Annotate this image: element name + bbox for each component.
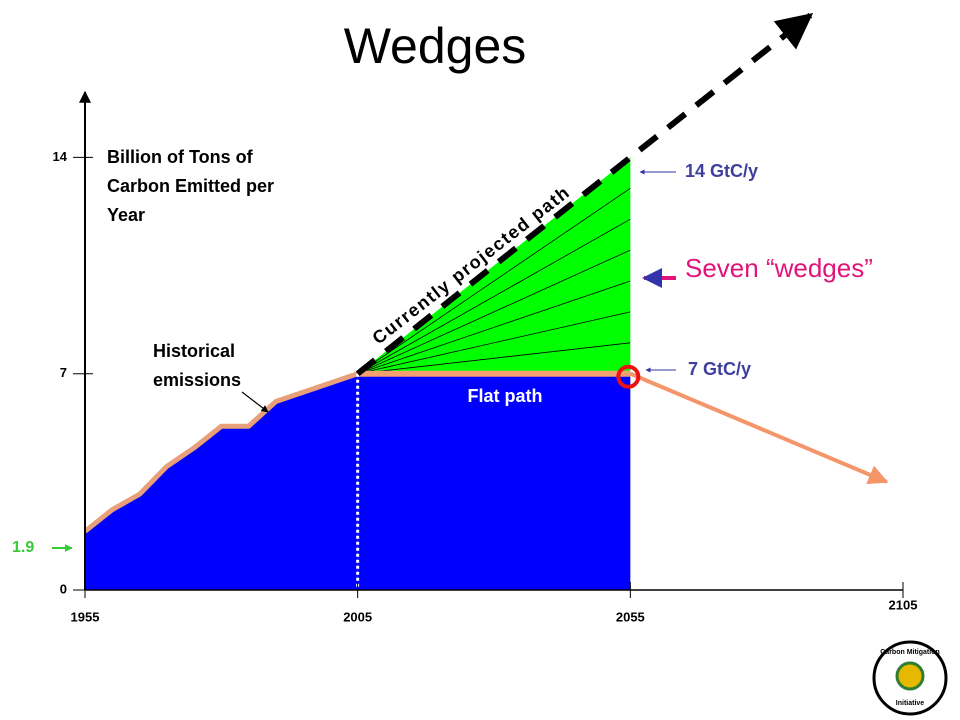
y-tick-label: 0: [60, 581, 67, 596]
x-tick-label: 1955: [71, 609, 100, 624]
historical-label: Historical: [153, 341, 235, 361]
x-tick-label: 2105: [889, 597, 918, 612]
logo-text: Carbon Mitigation: [880, 649, 940, 656]
x-tick-label: 2055: [616, 609, 645, 624]
y-axis-label: Year: [107, 205, 145, 225]
wedge-line: [357, 280, 631, 375]
flat-label: Flat path: [468, 386, 543, 406]
wedge-line: [357, 342, 631, 375]
start-label: 1.9: [12, 539, 34, 556]
logo-sun: [895, 661, 925, 691]
y-axis-label: Carbon Emitted per: [107, 176, 274, 196]
bottom-label: 7 GtC/y: [688, 359, 751, 379]
top-label: 14 GtC/y: [685, 161, 758, 181]
wedge-line: [357, 187, 631, 375]
y-axis-label: Billion of Tons of: [107, 147, 254, 167]
logo-text: Initiative: [896, 700, 925, 707]
wedge-area: [357, 157, 631, 374]
decline-line: [629, 371, 889, 485]
historical-label: emissions: [153, 370, 241, 390]
chart-title: Wedges: [344, 18, 527, 74]
wedges-label: Seven “wedges”: [685, 253, 873, 283]
projected-line: [355, 12, 814, 377]
wedge-line: [357, 311, 631, 375]
historical-line: [83, 371, 359, 534]
flat-area: [357, 373, 631, 590]
wedge-line: [357, 218, 631, 375]
x-tick-label: 2005: [343, 609, 372, 624]
y-tick-label: 7: [60, 365, 67, 380]
y-tick-label: 14: [53, 149, 68, 164]
wedge-line: [357, 249, 631, 375]
historical-area: [85, 373, 358, 590]
pivot-circle: [616, 364, 641, 389]
pointer: [241, 391, 269, 413]
